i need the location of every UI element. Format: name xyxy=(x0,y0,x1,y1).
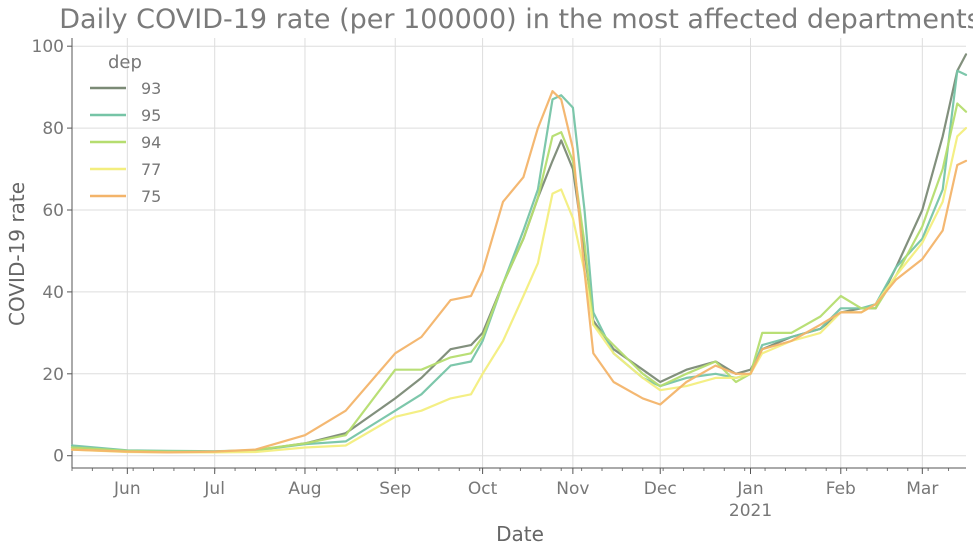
legend-label-95: 95 xyxy=(141,106,161,125)
y-tick-label: 40 xyxy=(42,283,64,303)
x-tick-label: Dec xyxy=(644,479,677,499)
x-tick-label: Mar xyxy=(906,479,938,499)
series-lines xyxy=(70,53,968,454)
x-year-label: 2021 xyxy=(729,501,772,521)
legend-title: dep xyxy=(108,52,142,73)
legend: dep 93 95 94 77 75 xyxy=(90,52,161,206)
x-tick-label: Jun xyxy=(113,479,141,499)
axes: 0 20 40 60 80 100 Jun Jul Aug Sep Oct Nov Dec Jan Feb M… xyxy=(32,37,966,521)
legend-label-75: 75 xyxy=(141,187,161,206)
y-tick-label: 80 xyxy=(42,119,64,139)
y-tick-label: 20 xyxy=(42,365,64,385)
x-tick-label: Aug xyxy=(288,479,321,499)
legend-label-94: 94 xyxy=(141,133,161,152)
legend-label-77: 77 xyxy=(141,160,161,179)
x-tick-label: Oct xyxy=(468,479,498,499)
x-tick-label: Jul xyxy=(203,479,225,499)
x-tick-label: Jan xyxy=(736,479,763,499)
series-line-77 xyxy=(70,127,968,454)
x-tick-label: Sep xyxy=(379,479,411,499)
series-line-94 xyxy=(70,102,968,453)
y-tick-label: 100 xyxy=(32,37,64,57)
series-line-95 xyxy=(70,69,968,453)
series-line-93 xyxy=(70,53,968,453)
y-tick-label: 60 xyxy=(42,201,64,221)
x-tick-label: Nov xyxy=(556,479,589,499)
legend-label-93: 93 xyxy=(141,79,161,98)
x-tick-label: Feb xyxy=(826,479,856,499)
chart-title: Daily COVID-19 rate (per 100000) in the … xyxy=(59,4,973,35)
y-axis-title: COVID-19 rate xyxy=(5,182,29,326)
grid xyxy=(72,38,966,468)
series-line-75 xyxy=(70,90,968,454)
y-tick-label: 0 xyxy=(53,447,64,467)
x-axis-title: Date xyxy=(496,522,544,546)
